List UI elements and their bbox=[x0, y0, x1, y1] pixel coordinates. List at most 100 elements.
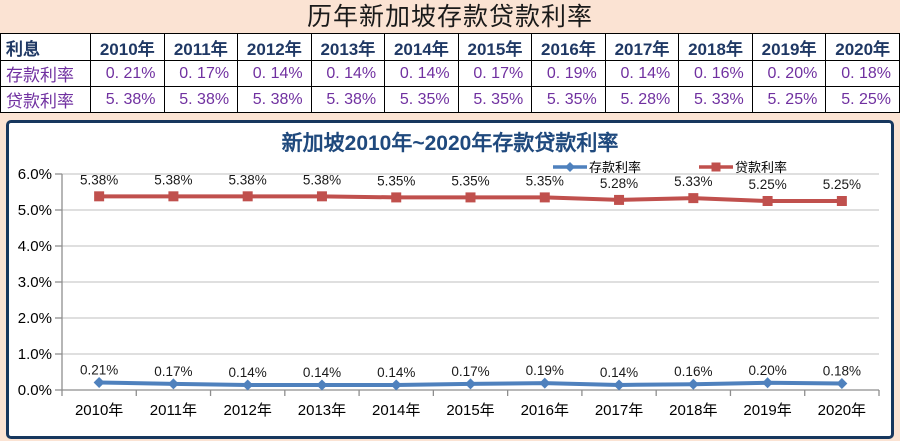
y-axis-label: 0.0% bbox=[18, 382, 52, 399]
rate-cell[interactable]: 5. 38% bbox=[237, 86, 312, 113]
line-chart-plot: 0.0% 1.0% 2.0% 3.0% 4.0% 5.0% 6.0% 2010年 2011年 20… bbox=[18, 168, 880, 419]
rate-cell[interactable]: 5. 25% bbox=[751, 86, 827, 113]
data-label: 5.38% bbox=[80, 172, 118, 187]
x-axis-label: 2013年 bbox=[298, 402, 346, 419]
series-marker bbox=[167, 378, 179, 390]
table-header-interest[interactable]: 利息 bbox=[0, 33, 91, 61]
chart-container[interactable]: 新加坡2010年~2020年存款贷款利率 存款利率 贷款利率 0.0% 1.0% 2.… bbox=[6, 120, 894, 439]
rate-cell[interactable]: 5. 38% bbox=[310, 86, 386, 113]
x-axis-label: 2012年 bbox=[223, 402, 271, 419]
table-header-year[interactable]: 2018年 bbox=[678, 33, 753, 61]
table-header-year[interactable]: 2015年 bbox=[457, 33, 533, 61]
x-axis-label: 2010年 bbox=[75, 402, 123, 419]
rate-cell[interactable]: 5. 38% bbox=[90, 86, 165, 113]
square-legend-marker-icon bbox=[699, 162, 734, 171]
legend-label: 贷款利率 bbox=[735, 160, 788, 175]
y-axis-label: 5.0% bbox=[18, 202, 52, 219]
series-marker bbox=[836, 196, 847, 206]
series-marker bbox=[539, 377, 551, 389]
y-axis-label: 1.0% bbox=[18, 346, 52, 363]
series-marker bbox=[762, 196, 773, 206]
series-marker bbox=[93, 376, 105, 388]
table-header-year[interactable]: 2011年 bbox=[163, 33, 239, 61]
series-marker bbox=[762, 377, 774, 389]
diamond-legend-marker-icon bbox=[553, 161, 587, 172]
data-label: 5.25% bbox=[823, 177, 861, 192]
rate-cell[interactable]: 0. 18% bbox=[825, 60, 900, 87]
data-label: 5.25% bbox=[748, 177, 786, 192]
table-header-year[interactable]: 2017年 bbox=[604, 33, 680, 61]
table-header-year[interactable]: 2014年 bbox=[384, 33, 459, 61]
series-marker bbox=[316, 191, 327, 202]
data-label: 5.35% bbox=[451, 173, 489, 188]
x-axis-label: 2019年 bbox=[743, 402, 791, 419]
x-axis-label: 2017年 bbox=[595, 402, 643, 419]
table-header-year[interactable]: 2019年 bbox=[751, 33, 827, 61]
series-marker bbox=[316, 379, 328, 391]
data-label: 0.17% bbox=[451, 364, 489, 379]
rate-cell[interactable]: 5. 33% bbox=[678, 86, 753, 113]
data-label: 5.38% bbox=[229, 172, 267, 187]
table-header-year[interactable]: 2016年 bbox=[531, 33, 606, 61]
x-axis-label: 2020年 bbox=[818, 402, 866, 419]
rate-cell[interactable]: 5. 38% bbox=[163, 86, 239, 113]
series-marker bbox=[94, 191, 105, 202]
table-row: 贷款利率 5. 38% 5. 38% 5. 38% 5. 38% 5. 35% 5. 35%… bbox=[0, 86, 900, 113]
data-label: 0.16% bbox=[674, 364, 712, 379]
rate-cell[interactable]: 0. 14% bbox=[604, 60, 680, 87]
data-label: 0.21% bbox=[80, 362, 118, 377]
data-label: 0.14% bbox=[303, 365, 341, 380]
chart-legend: 存款利率 贷款利率 bbox=[553, 157, 787, 176]
series-marker bbox=[465, 192, 476, 203]
table-row-label[interactable]: 存款利率 bbox=[0, 60, 91, 87]
table-row-label[interactable]: 贷款利率 bbox=[0, 86, 91, 113]
data-label: 0.19% bbox=[526, 363, 564, 378]
series-marker bbox=[688, 193, 699, 204]
series-marker bbox=[168, 191, 179, 202]
rate-cell[interactable]: 5. 35% bbox=[531, 86, 606, 113]
series-marker bbox=[390, 379, 402, 391]
table-header-year[interactable]: 2020年 bbox=[825, 33, 900, 61]
data-label: 0.17% bbox=[154, 364, 192, 379]
rate-cell[interactable]: 0. 19% bbox=[531, 60, 606, 87]
table-header-year[interactable]: 2012年 bbox=[237, 33, 312, 61]
legend-item[interactable]: 贷款利率 bbox=[699, 157, 787, 176]
data-label: 0.14% bbox=[377, 365, 415, 380]
data-label: 0.20% bbox=[748, 363, 786, 378]
rates-table: 利息 2010年 2011年 2012年 2013年 2014年 2015年 2016年 201… bbox=[0, 33, 900, 113]
rate-cell[interactable]: 0. 17% bbox=[457, 60, 533, 87]
rate-cell[interactable]: 0. 17% bbox=[163, 60, 239, 87]
table-header-year[interactable]: 2010年 bbox=[90, 33, 165, 61]
rate-cell[interactable]: 0. 20% bbox=[751, 60, 827, 87]
table-header-year[interactable]: 2013年 bbox=[310, 33, 386, 61]
data-label: 5.28% bbox=[600, 176, 638, 191]
y-axis-label: 6.0% bbox=[18, 168, 52, 183]
rate-cell[interactable]: 5. 25% bbox=[825, 86, 900, 113]
data-label: 5.33% bbox=[674, 174, 712, 189]
y-axis-label: 2.0% bbox=[18, 310, 52, 327]
series-marker bbox=[391, 192, 402, 203]
x-axis-label: 2015年 bbox=[446, 402, 494, 419]
rate-cell[interactable]: 0. 16% bbox=[678, 60, 753, 87]
x-axis-label: 2011年 bbox=[150, 402, 197, 419]
rate-cell[interactable]: 5. 35% bbox=[457, 86, 533, 113]
series-marker bbox=[539, 192, 550, 203]
rate-cell[interactable]: 5. 28% bbox=[604, 86, 680, 113]
rate-cell[interactable]: 0. 21% bbox=[90, 60, 165, 87]
rate-cell[interactable]: 0. 14% bbox=[384, 60, 459, 87]
chart-title: 新加坡2010年~2020年存款贷款利率 bbox=[281, 132, 619, 155]
rate-cell[interactable]: 0. 14% bbox=[310, 60, 386, 87]
series-marker bbox=[613, 379, 625, 391]
page-title: 历年新加坡存款贷款利率 bbox=[306, 4, 593, 31]
data-label: 5.38% bbox=[303, 172, 341, 187]
data-label: 0.14% bbox=[229, 365, 267, 380]
x-axis-label: 2018年 bbox=[669, 402, 717, 419]
series-marker bbox=[836, 378, 848, 390]
rate-cell[interactable]: 5. 35% bbox=[384, 86, 459, 113]
rate-cell[interactable]: 0. 14% bbox=[237, 60, 312, 87]
data-label: 5.38% bbox=[154, 172, 192, 187]
table-header-row: 利息 2010年 2011年 2012年 2013年 2014年 2015年 2016年 201… bbox=[0, 33, 900, 61]
data-label: 5.35% bbox=[526, 173, 564, 188]
legend-item[interactable]: 存款利率 bbox=[553, 157, 641, 176]
series-marker bbox=[242, 379, 254, 391]
